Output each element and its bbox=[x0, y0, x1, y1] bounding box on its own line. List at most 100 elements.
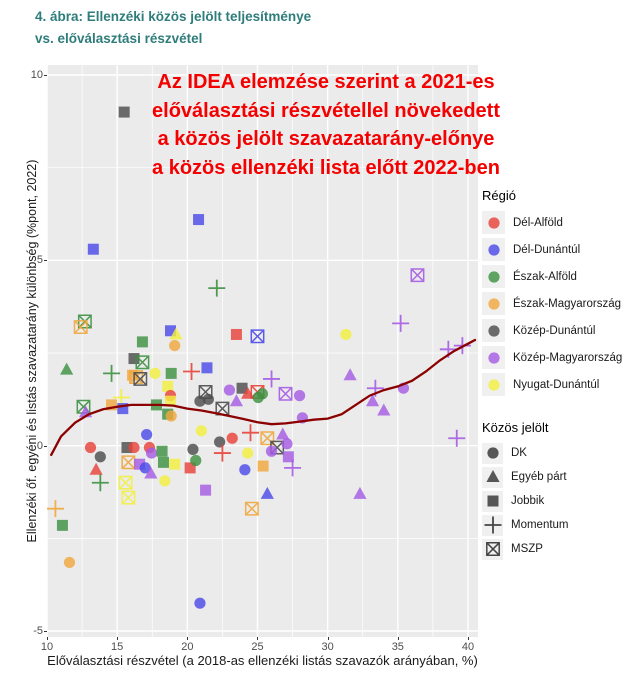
data-point bbox=[89, 462, 103, 475]
y-tick-label: 5 bbox=[36, 254, 43, 267]
data-point bbox=[118, 106, 130, 118]
data-point bbox=[56, 519, 68, 531]
legend-shape-item: Momentum bbox=[482, 513, 640, 537]
data-point bbox=[201, 362, 213, 374]
data-point bbox=[223, 384, 236, 396]
data-point bbox=[340, 328, 352, 341]
data-point bbox=[144, 466, 158, 479]
legend-region-item: Nyugat-Dunántúl bbox=[482, 371, 640, 398]
data-point bbox=[134, 458, 146, 470]
legend-color-swatch bbox=[482, 265, 505, 288]
data-point bbox=[121, 455, 136, 470]
data-point bbox=[156, 445, 168, 457]
data-point bbox=[353, 486, 367, 499]
legend-color-swatch bbox=[482, 346, 505, 369]
x-tick-mark bbox=[327, 637, 329, 640]
legend-region-label: Észak-Alföld bbox=[513, 270, 577, 283]
x-tick-mark bbox=[467, 637, 469, 640]
legend-color-swatch bbox=[482, 292, 505, 315]
y-tick-label: 10 bbox=[30, 69, 43, 81]
data-point bbox=[136, 336, 148, 348]
data-point bbox=[164, 325, 176, 337]
data-point bbox=[343, 368, 357, 381]
data-point bbox=[487, 297, 500, 310]
data-point bbox=[195, 425, 207, 437]
x-tick-mark bbox=[117, 637, 119, 640]
data-point bbox=[256, 388, 269, 400]
x-tick-label: 20 bbox=[181, 641, 194, 653]
x-tick-mark bbox=[47, 637, 48, 640]
data-point bbox=[486, 447, 499, 459]
legend-color-swatch bbox=[482, 211, 505, 234]
data-point bbox=[63, 556, 76, 569]
legend-region-item: Dél-Alföld bbox=[482, 209, 640, 236]
legend-color-swatch bbox=[482, 238, 505, 261]
legend-region-label: Közép-Dunántúl bbox=[513, 324, 596, 337]
data-point bbox=[281, 438, 293, 450]
data-point bbox=[250, 329, 265, 344]
data-point bbox=[487, 243, 500, 256]
data-point bbox=[91, 474, 109, 492]
x-tick-label: 15 bbox=[111, 641, 124, 653]
legend-color-swatch bbox=[482, 319, 505, 342]
data-point bbox=[487, 351, 500, 364]
square-legend-icon bbox=[482, 490, 503, 512]
legend-shape-label: DK bbox=[511, 447, 527, 459]
data-point bbox=[169, 458, 181, 470]
y-tick-mark bbox=[44, 260, 47, 262]
legend-panel: Régió Dél-Alföld Dél-Dunántúl Észak-Alföld… bbox=[482, 188, 640, 561]
data-point bbox=[84, 441, 97, 454]
legend-shape-label: Egyéb párt bbox=[511, 471, 567, 483]
trend-line bbox=[50, 338, 477, 457]
data-point bbox=[135, 355, 150, 370]
data-point bbox=[260, 486, 274, 499]
legend-color-swatch bbox=[482, 373, 505, 396]
data-point bbox=[121, 490, 136, 505]
data-point bbox=[487, 378, 500, 391]
data-point bbox=[194, 597, 206, 609]
data-point bbox=[226, 432, 238, 444]
annotation-text: Az IDEA elemzése szerint a 2021-es elővál… bbox=[108, 68, 544, 182]
data-point bbox=[365, 394, 380, 407]
data-point bbox=[118, 475, 133, 490]
data-point bbox=[103, 364, 121, 382]
data-point bbox=[214, 436, 226, 448]
data-point bbox=[190, 454, 202, 467]
x-tick-label: 40 bbox=[461, 641, 475, 653]
legend-region-label: Észak-Magyarország bbox=[513, 297, 622, 310]
legend-region: Régió Dél-Alföld Dél-Dunántúl Észak-Alföld… bbox=[482, 188, 640, 398]
data-point bbox=[145, 447, 158, 459]
data-point bbox=[487, 495, 498, 507]
data-point bbox=[121, 442, 133, 454]
data-point bbox=[164, 395, 176, 407]
data-point bbox=[410, 268, 425, 283]
data-point bbox=[94, 451, 106, 463]
data-point bbox=[183, 363, 201, 381]
scatter-plot bbox=[47, 65, 478, 637]
data-point bbox=[377, 403, 391, 416]
x-tick-label: 35 bbox=[391, 641, 404, 653]
x-axis-title: Előválasztási részvétel (a 2018-as ellen… bbox=[47, 653, 478, 668]
legend-region-item: Közép-Magyarország bbox=[482, 344, 640, 371]
data-point bbox=[73, 320, 88, 335]
data-point bbox=[263, 370, 281, 388]
legend-region-label: Dél-Alföld bbox=[513, 216, 563, 229]
data-point bbox=[133, 371, 148, 386]
plus-legend-icon bbox=[482, 514, 503, 536]
x-tick-mark bbox=[397, 637, 399, 640]
data-point bbox=[242, 447, 254, 459]
data-point bbox=[141, 428, 153, 441]
data-point bbox=[485, 470, 500, 482]
x-tick-mark bbox=[257, 637, 259, 640]
data-point bbox=[487, 270, 500, 283]
legend-shape-item: DK bbox=[482, 441, 640, 465]
annotation-line: a közös jelölt szavazatarány-előnye bbox=[157, 128, 495, 150]
y-tick-label: -5 bbox=[33, 625, 43, 637]
data-point bbox=[194, 395, 206, 407]
legend-shape-item: Egyéb párt bbox=[482, 465, 640, 489]
data-point bbox=[448, 429, 466, 447]
figure-title: 4. ábra: Ellenzéki közös jelölt teljesít… bbox=[35, 6, 311, 50]
data-point bbox=[159, 475, 171, 487]
y-tick-label: 0 bbox=[36, 439, 43, 452]
